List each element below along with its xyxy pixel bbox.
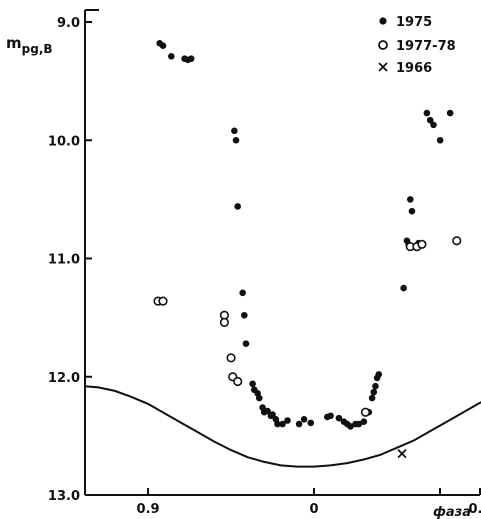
point-1975: [255, 394, 263, 402]
point-1975: [239, 289, 246, 297]
y-tick-label: 12.0: [48, 371, 80, 386]
point-1975: [347, 423, 354, 430]
point-1975: [279, 420, 286, 428]
point-1975: [264, 407, 271, 415]
point-1977-78: [226, 353, 236, 363]
point-1975: [360, 418, 368, 425]
point-1975: [168, 52, 175, 60]
point-1977-78: [417, 239, 427, 249]
legend-label-1975: 1975: [396, 15, 432, 30]
x-tick-label: 0: [310, 502, 319, 517]
point-1975: [232, 136, 240, 144]
point-1966: [397, 448, 407, 459]
legend-label-1977-78: 1977-78: [396, 39, 456, 54]
legend-marker-filled-circle: [379, 17, 387, 25]
x-axis-label: фаза: [433, 505, 471, 519]
point-1975: [368, 394, 376, 402]
point-1975: [406, 196, 414, 203]
y-axis-label: mpg,B: [6, 34, 53, 56]
y-tick-label: 10.0: [48, 134, 80, 149]
point-1977-78: [360, 407, 371, 417]
x-tick-label: 0.9: [137, 502, 160, 517]
point-1975: [335, 414, 343, 422]
legend-label-1966: 1966: [396, 61, 432, 76]
point-1975: [370, 388, 378, 396]
legend-marker-cross: [378, 62, 388, 72]
point-1975: [423, 109, 431, 117]
point-1977-78: [219, 317, 230, 327]
point-1975: [426, 116, 434, 124]
point-1975: [269, 411, 276, 418]
point-1975: [242, 340, 250, 347]
point-1975: [295, 420, 303, 428]
point-1975: [400, 284, 407, 292]
point-1975: [430, 121, 437, 129]
point-1975: [300, 416, 308, 423]
point-1975: [355, 420, 363, 428]
point-1975: [159, 42, 167, 49]
legend: 1975 1977-78 1966: [378, 15, 456, 76]
point-1975: [274, 420, 281, 428]
y-ticks: 9.0 10.0 11.0 12.0 13.0: [48, 16, 92, 504]
point-1975: [375, 371, 383, 378]
point-1975: [187, 55, 195, 62]
model-light-curve: [84, 385, 481, 468]
point-1975: [408, 207, 416, 215]
point-1975: [234, 203, 241, 210]
point-1977-78: [452, 236, 462, 246]
legend-marker-open-circle: [378, 40, 388, 50]
x-tick-label: 0.1: [468, 502, 481, 517]
y-tick-label: 9.0: [57, 16, 80, 31]
point-1975: [372, 382, 379, 390]
point-1975: [249, 380, 256, 388]
model-curve-layer: [84, 385, 481, 468]
point-1975: [436, 136, 444, 144]
point-1975: [231, 127, 238, 135]
point-1975: [284, 417, 291, 424]
point-1975: [241, 311, 248, 319]
y-tick-label: 13.0: [48, 489, 80, 504]
point-1977-78: [158, 296, 168, 306]
point-1975: [327, 412, 334, 420]
point-1975: [307, 419, 315, 427]
point-1977-78: [233, 376, 243, 387]
data-points-layer: [153, 39, 462, 459]
point-1975: [446, 109, 454, 117]
x-ticks: 0.9 0 0.1: [137, 488, 481, 517]
y-tick-label: 11.0: [48, 253, 80, 268]
